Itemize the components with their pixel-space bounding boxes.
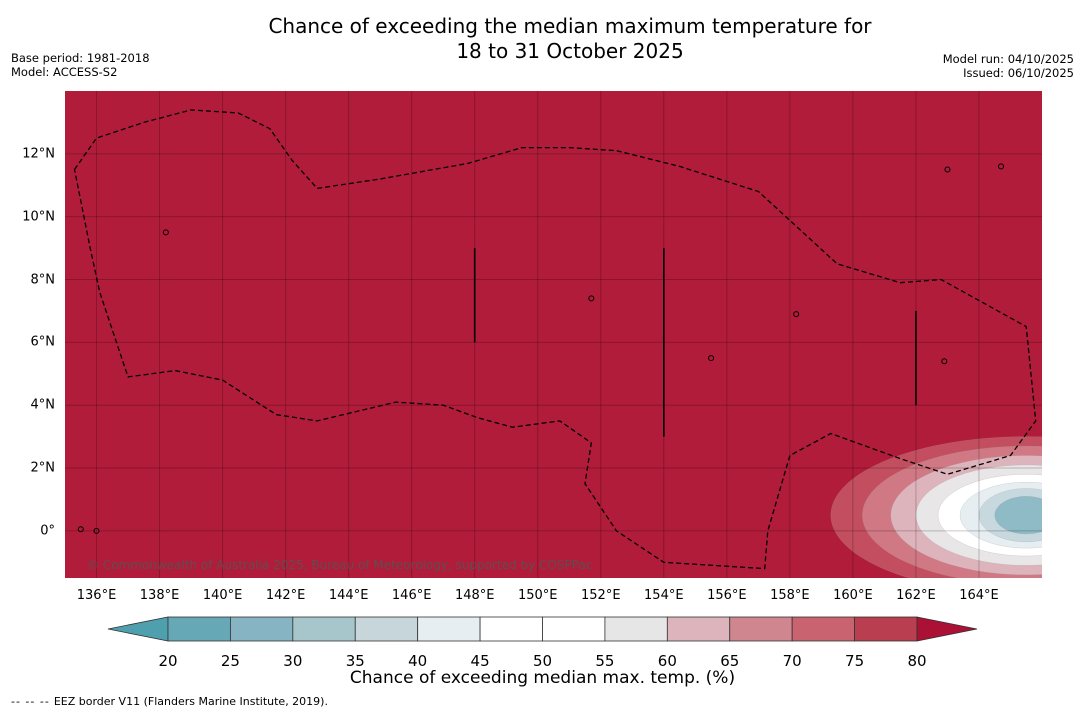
- colorbar-tick-label: 55: [595, 652, 615, 670]
- map-panel: © Commonwealth of Australia 2025, Bureau…: [65, 91, 1042, 578]
- colorbar-tick-label: 60: [657, 652, 677, 670]
- x-tick-label: 154°E: [644, 588, 684, 603]
- island-outline: [93, 527, 100, 534]
- footnote-text: EEZ border V11 (Flanders Marine Institut…: [53, 695, 328, 708]
- x-tick-label: 146°E: [391, 588, 432, 603]
- y-tick-label: 4°N: [30, 397, 56, 413]
- y-tick-label: 10°N: [22, 209, 55, 225]
- map-canvas: © Commonwealth of Australia 2025, Bureau…: [65, 91, 1042, 578]
- colorbar-tick-label: 45: [470, 652, 490, 670]
- x-tick-label: 142°E: [265, 588, 306, 603]
- eez-legend-line: -- -- --: [11, 695, 50, 708]
- y-tick-label: 0°: [40, 523, 55, 539]
- island-outline: [941, 358, 948, 365]
- colorbar-under-arrow: [107, 616, 169, 642]
- colorbar-over-arrow: [916, 616, 978, 642]
- title-line-2: 18 to 31 October 2025: [456, 39, 684, 63]
- colorbar-swatch: [292, 616, 356, 642]
- colorbar-tick-label: 40: [408, 652, 428, 670]
- island-outline: [588, 295, 595, 302]
- colorbar: [107, 616, 978, 642]
- colorbar-swatch: [666, 616, 731, 642]
- island-outline: [998, 163, 1005, 170]
- meta-left: Base period: 1981-2018 Model: ACCESS-S2: [11, 51, 150, 79]
- colorbar-swatch: [791, 616, 855, 642]
- colorbar-swatch: [479, 616, 543, 642]
- x-tick-label: 148°E: [454, 588, 495, 603]
- base-period: Base period: 1981-2018: [11, 51, 150, 65]
- colorbar-tick-label: 30: [283, 652, 303, 670]
- copyright-text: © Commonwealth of Australia 2025, Bureau…: [87, 558, 592, 572]
- colorbar-swatch: [729, 616, 793, 642]
- title-line-1: Chance of exceeding the median maximum t…: [268, 14, 872, 38]
- colorbar-title: Chance of exceeding median max. temp. (%…: [349, 668, 736, 688]
- model-name: Model: ACCESS-S2: [11, 65, 118, 79]
- chart-title: Chance of exceeding the median maximum t…: [0, 14, 1085, 64]
- island-outline: [944, 166, 951, 173]
- colorbar-tick-label: 70: [782, 652, 802, 670]
- probability-contour-35-40: [994, 496, 1042, 535]
- colorbar-swatch: [167, 616, 231, 642]
- issued-date: Issued: 06/10/2025: [963, 66, 1074, 80]
- island-outline: [162, 229, 169, 236]
- colorbar-tick-label: 75: [845, 652, 865, 670]
- island-outline: [793, 311, 800, 318]
- island-outline: [708, 355, 715, 362]
- x-tick-label: 164°E: [959, 588, 999, 603]
- x-tick-label: 152°E: [581, 588, 621, 603]
- island-outline: [77, 526, 84, 533]
- colorbar-swatch: [417, 616, 481, 642]
- x-tick-label: 160°E: [833, 588, 873, 603]
- eez-border: [73, 109, 1037, 570]
- x-tick-label: 144°E: [328, 588, 369, 603]
- colorbar-tick-label: 50: [532, 652, 553, 670]
- meta-right: Model run: 04/10/2025 Issued: 06/10/2025: [943, 52, 1074, 80]
- x-tick-label: 138°E: [139, 588, 180, 603]
- x-tick-label: 156°E: [707, 588, 747, 603]
- colorbar-swatch: [604, 616, 668, 642]
- colorbar-swatch: [542, 616, 606, 642]
- colorbar-tick-label: 20: [158, 652, 178, 670]
- model-run: Model run: 04/10/2025: [942, 52, 1074, 66]
- x-tick-label: 158°E: [770, 588, 810, 603]
- y-tick-label: 2°N: [30, 460, 56, 476]
- footnote: -- -- -- EEZ border V11 (Flanders Marine …: [11, 695, 328, 708]
- colorbar-tick-label: 80: [907, 652, 927, 670]
- y-tick-label: 12°N: [22, 146, 55, 162]
- x-tick-label: 140°E: [202, 588, 243, 603]
- colorbar-swatch: [354, 616, 419, 642]
- colorbar-tick-label: 25: [220, 652, 240, 670]
- x-tick-label: 136°E: [76, 588, 117, 603]
- y-tick-label: 8°N: [30, 272, 56, 288]
- colorbar-swatch: [854, 616, 918, 642]
- colorbar-tick-label: 65: [720, 652, 740, 670]
- y-tick-label: 6°N: [30, 334, 56, 350]
- x-tick-label: 150°E: [517, 588, 558, 603]
- colorbar-swatch: [230, 616, 294, 642]
- colorbar-tick-label: 35: [345, 652, 365, 670]
- x-tick-label: 162°E: [896, 588, 936, 603]
